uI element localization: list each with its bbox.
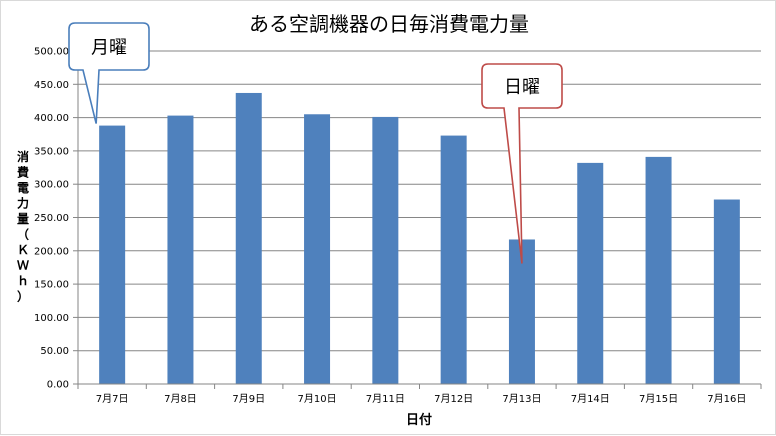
bars (99, 92, 740, 385)
y-tick-label: 150.00 (34, 280, 69, 291)
bar (235, 92, 262, 384)
y-axis-label-char: Ｗ (17, 259, 29, 273)
y-tick-label: 250.00 (34, 213, 69, 224)
y-axis-label-char: 消 (17, 149, 29, 164)
callout-label: 日曜 (504, 77, 540, 98)
chart-title: ある空調機器の日毎消費電力量 (249, 12, 529, 36)
bar (440, 135, 467, 384)
x-axis-label: 日付 (406, 412, 432, 428)
y-axis-label-char: 費 (17, 165, 29, 180)
y-tick-label: 50.00 (40, 346, 69, 357)
bar (167, 115, 194, 385)
y-axis-label-char: 電 (17, 181, 29, 195)
tick-labels: 0.00 50.00 100.00 150.00 200.00 250.00 300.00 3… (34, 47, 746, 406)
x-tick-label: 7月10日 (298, 393, 337, 405)
x-tick-label: 7月11日 (366, 393, 405, 405)
y-axis-label-char: ｈ (17, 274, 29, 288)
y-tick-label: 0.00 (47, 380, 69, 391)
x-tick-label: 7月8日 (164, 393, 197, 405)
bar (372, 116, 399, 385)
axes (73, 50, 762, 389)
y-tick-label: 100.00 (34, 313, 69, 324)
y-tick-label: 400.00 (34, 113, 69, 124)
callout-box (68, 22, 150, 124)
x-tick-label: 7月14日 (571, 393, 610, 405)
y-tick-label: 500.00 (34, 47, 69, 58)
bar (508, 239, 535, 384)
x-tick-label: 7月7日 (96, 393, 129, 405)
y-tick-label: 450.00 (34, 80, 69, 91)
y-tick-label: 300.00 (34, 180, 69, 191)
x-tick-label: 7月16日 (707, 393, 746, 405)
y-tick-label: 200.00 (34, 246, 69, 257)
bar (577, 162, 604, 384)
callout-label: 月曜 (91, 38, 127, 59)
y-tick-label: 350.00 (34, 146, 69, 157)
y-axis-label-char: 量 (17, 212, 29, 226)
bar (99, 125, 126, 384)
x-tick-label: 7月13日 (502, 393, 541, 405)
y-axis-label-char: （ (17, 227, 29, 242)
y-axis-label: 消費電力量（ＫＷｈ） (17, 149, 29, 304)
y-axis-label-char: Ｋ (17, 243, 29, 257)
bar (713, 199, 740, 384)
x-tick-label: 7月12日 (434, 393, 473, 405)
y-axis-label-char: 力 (17, 196, 29, 211)
x-tick-label: 7月9日 (232, 393, 265, 405)
bar (304, 114, 331, 385)
bar (645, 156, 672, 384)
callout-box (481, 63, 563, 264)
x-tick-label: 7月15日 (639, 393, 678, 405)
y-axis-label-char: ） (17, 289, 29, 304)
